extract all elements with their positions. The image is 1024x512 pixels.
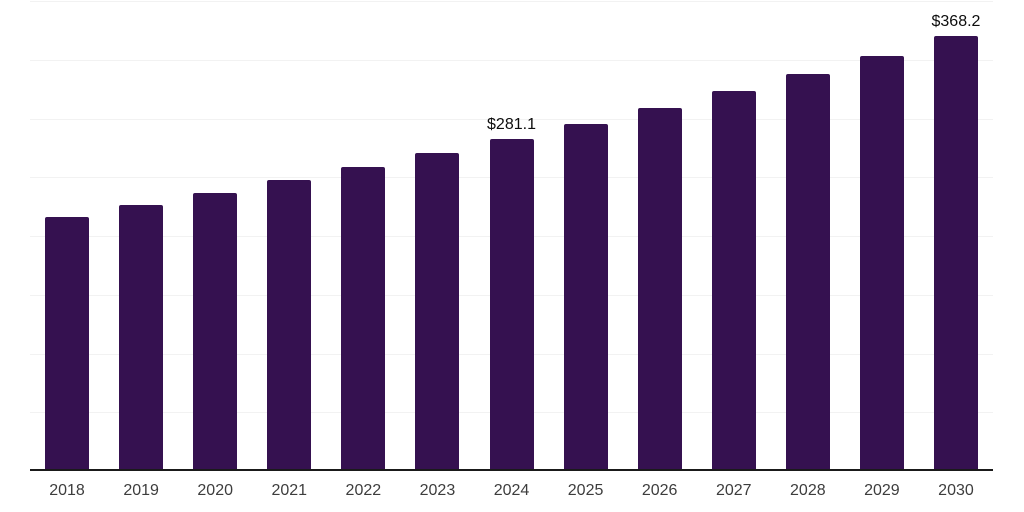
bar-slot-2018 [30,1,104,471]
bar-2027[interactable] [711,91,756,469]
bar-2026[interactable] [637,107,682,469]
x-axis-labels: 2018 2019 2020 2021 2022 2023 2024 2025 2026 2027… [30,483,993,499]
bar-2028[interactable] [785,73,830,469]
x-label-2030: 2030 [938,482,974,499]
bar-slot-2025 [549,1,623,471]
x-label-2026: 2026 [641,482,678,499]
bar-slot-2020 [178,1,252,471]
x-axis-line [30,469,993,471]
bar-slot-2021 [252,1,326,471]
x-label-2028: 2028 [790,482,826,499]
gridline-350 [30,59,993,61]
bar-2021[interactable] [267,180,312,469]
bar-slot-2028 [771,1,845,471]
bar-2018[interactable] [45,216,90,469]
x-label-2020: 2020 [197,482,233,499]
bar-value-label-2024: $281.1 [487,115,536,133]
x-label-2023: 2023 [419,482,456,499]
bar-slot-2029 [845,1,919,471]
bar-value-label-2030: $368.2 [931,13,981,31]
x-label-2027: 2027 [715,482,752,499]
bar-slot-2022 [326,1,400,471]
bar-slot-2019 [104,1,178,471]
gridline-300 [30,118,993,120]
bar-2022[interactable] [341,167,386,469]
bar-slot-2030: $368.2 [919,1,993,471]
x-label-2018: 2018 [49,482,85,499]
bar-2024[interactable] [489,138,534,469]
bar-2019[interactable] [119,205,164,469]
x-label-2025: 2025 [567,482,604,499]
bar-2020[interactable] [193,193,238,469]
bars-row: $281.1 $368.2 [30,1,993,471]
bar-slot-2023 [400,1,474,471]
x-label-2019: 2019 [123,482,159,499]
bar-slot-2026 [623,1,697,471]
x-label-2024: 2024 [493,482,530,499]
bar-2025[interactable] [563,123,608,469]
bar-slot-2027 [697,1,771,471]
gridline-400 [30,1,993,2]
x-label-2022: 2022 [345,482,382,499]
bar-2029[interactable] [859,55,904,469]
x-label-2021: 2021 [271,482,308,499]
bar-2023[interactable] [415,153,460,469]
x-label-2029: 2029 [864,482,900,499]
plot-area: $281.1 $368.2 [30,1,993,471]
bar-slot-2024: $281.1 [474,1,548,471]
bar-2030[interactable] [933,36,978,469]
